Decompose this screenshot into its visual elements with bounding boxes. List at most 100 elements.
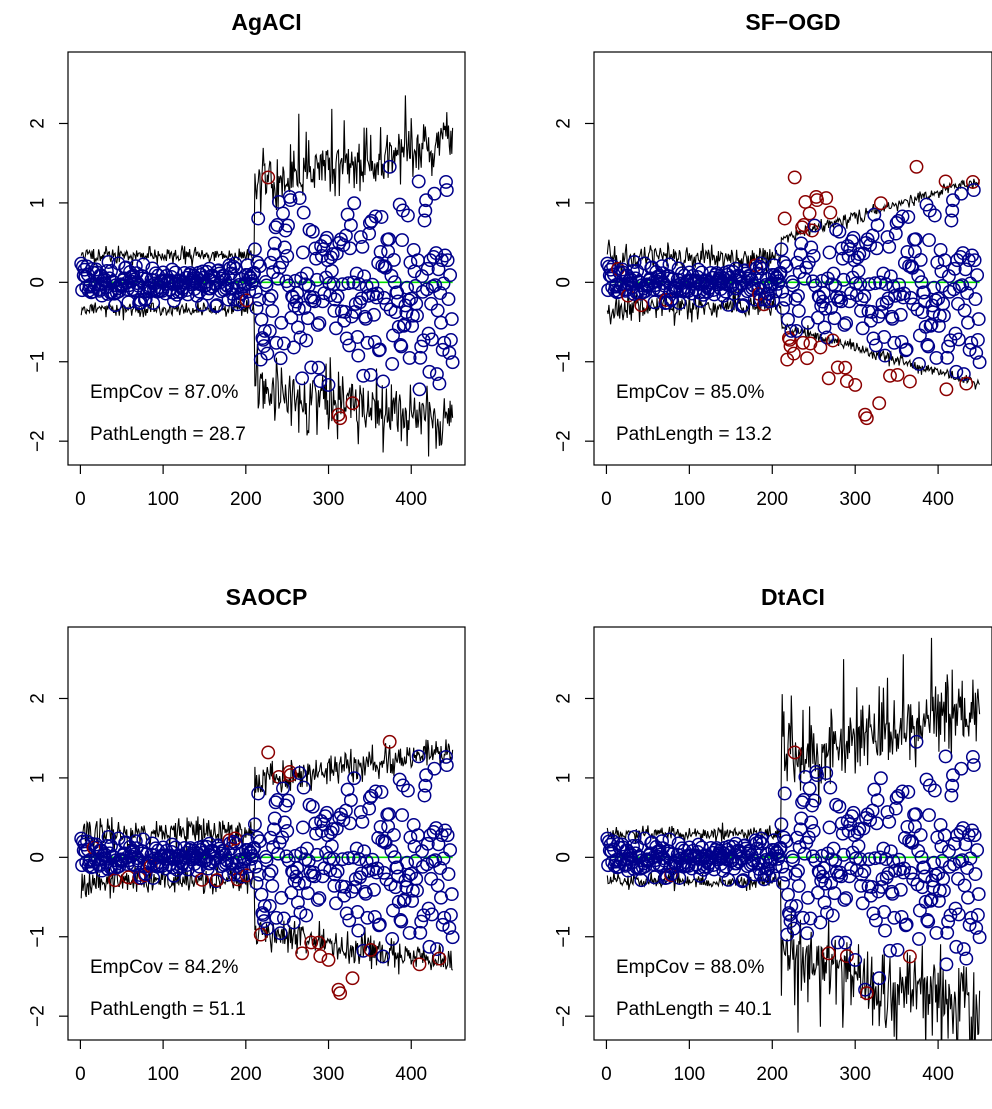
covered-point	[827, 886, 842, 901]
covered-point	[387, 850, 402, 865]
covered-point	[736, 873, 751, 888]
covered-point	[353, 805, 368, 820]
miscovered-point	[909, 159, 924, 174]
covered-point	[918, 894, 933, 909]
covered-point	[343, 793, 358, 808]
covered-point	[254, 312, 269, 327]
covered-point	[791, 863, 805, 878]
miscovered-point	[821, 946, 836, 961]
pathlength-annotation: PathLength = 40.1	[616, 999, 772, 1020]
covered-point	[290, 286, 305, 301]
covered-point	[444, 312, 459, 327]
covered-point	[968, 292, 983, 307]
covered-point	[297, 875, 312, 890]
x-tick-label: 400	[395, 1064, 427, 1085]
covered-point	[364, 213, 379, 228]
covered-point	[247, 242, 262, 257]
covered-point	[410, 828, 425, 843]
covered-point	[822, 245, 837, 260]
covered-point	[248, 859, 263, 874]
covered-point	[778, 292, 793, 307]
pathlength-annotation: PathLength = 51.1	[90, 999, 246, 1020]
y-tick-label: −2	[554, 430, 575, 452]
covered-point	[400, 208, 415, 223]
covered-point	[344, 309, 359, 324]
x-tick-label: 100	[674, 1064, 706, 1085]
covered-point	[286, 865, 300, 880]
covered-point	[937, 828, 952, 843]
miscovered-point	[839, 949, 854, 964]
covered-point	[956, 942, 971, 957]
covered-point	[928, 868, 943, 883]
covered-point	[853, 277, 868, 292]
covered-point	[949, 939, 964, 954]
covered-point	[955, 278, 970, 293]
x-tick-label: 0	[75, 489, 86, 510]
covered-point	[328, 292, 343, 307]
covered-point	[812, 290, 827, 305]
covered-point	[411, 174, 426, 189]
covered-point	[854, 878, 868, 893]
covered-point	[165, 837, 180, 852]
miscovered-point	[838, 360, 853, 375]
covered-point	[839, 891, 854, 906]
covered-point	[812, 865, 827, 880]
covered-point	[852, 247, 867, 262]
covered-point	[443, 843, 458, 858]
covered-point	[367, 307, 381, 322]
covered-point	[251, 211, 266, 226]
covered-point	[265, 878, 280, 893]
covered-point	[381, 244, 396, 259]
covered-point	[247, 817, 262, 832]
covered-point	[866, 331, 881, 346]
covered-point	[854, 292, 869, 307]
y-tick-label: 0	[28, 277, 49, 288]
covered-point	[954, 761, 969, 776]
covered-point	[352, 852, 367, 867]
covered-point	[816, 861, 831, 876]
covered-point	[286, 340, 301, 355]
plot-area	[74, 95, 460, 457]
covered-point	[265, 303, 280, 318]
covered-point	[440, 828, 455, 843]
x-tick-label: 100	[147, 1064, 179, 1085]
covered-point	[256, 907, 271, 922]
covered-point	[768, 284, 783, 299]
y-tick-label: 2	[554, 118, 575, 129]
covered-point	[855, 896, 870, 911]
covered-point	[364, 788, 379, 803]
chart-title: SAOCP	[226, 584, 308, 610]
empcov-annotation: EmpCov = 87.0%	[90, 382, 238, 403]
covered-point	[299, 333, 314, 348]
covered-point	[883, 844, 898, 859]
y-tick-label: −2	[554, 1005, 575, 1027]
covered-point	[367, 334, 382, 349]
covered-point	[922, 808, 936, 823]
covered-point	[888, 801, 903, 816]
covered-point	[363, 367, 378, 382]
covered-point	[908, 807, 923, 822]
covered-point	[355, 814, 370, 829]
covered-point	[391, 869, 405, 884]
covered-point	[417, 788, 432, 803]
covered-point	[249, 301, 264, 316]
covered-point	[443, 268, 458, 283]
covered-point	[872, 971, 887, 986]
covered-point	[356, 368, 371, 383]
covered-point	[951, 332, 966, 347]
covered-point	[963, 276, 978, 291]
covered-point	[824, 300, 839, 315]
covered-point	[908, 232, 923, 247]
covered-point	[410, 883, 424, 898]
covered-point	[262, 899, 277, 913]
covered-point	[854, 867, 869, 882]
covered-point	[342, 913, 357, 928]
covered-point	[848, 952, 863, 967]
covered-point	[818, 301, 833, 316]
miscovered-point	[209, 873, 224, 888]
covered-point	[863, 888, 878, 903]
covered-point	[304, 360, 319, 375]
covered-point	[855, 321, 870, 336]
covered-point	[899, 342, 914, 357]
